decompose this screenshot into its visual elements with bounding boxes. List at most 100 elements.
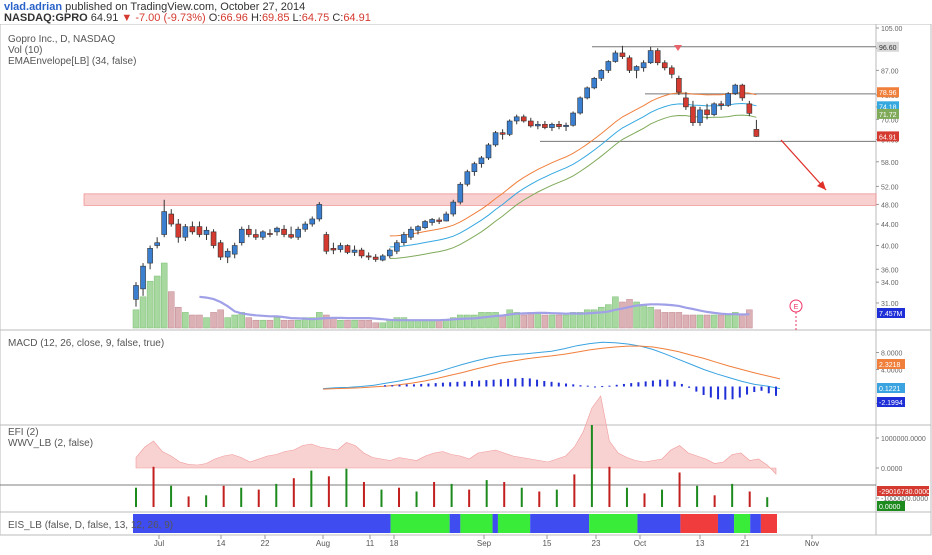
chart-frame[interactable]: Jul 14 22 Aug 11 18 Sep 15 23 Oct 13 21 Nov 31.00 34.0… xyxy=(0,23,932,550)
volume-bar xyxy=(640,304,647,329)
candle-body xyxy=(182,226,189,238)
efi-volume-bar xyxy=(538,491,541,507)
volume-bar xyxy=(576,312,584,329)
volume-bar xyxy=(153,275,161,329)
candle-body xyxy=(231,245,238,255)
candle-body xyxy=(408,228,414,238)
macd-histogram-bar xyxy=(536,379,539,387)
efi-volume-bar xyxy=(678,472,681,507)
efi-volume-bar xyxy=(748,491,751,507)
volume-bar xyxy=(168,291,175,329)
candle-body xyxy=(323,234,330,252)
candle-body xyxy=(154,242,160,246)
candle-body xyxy=(697,109,703,123)
macd-histogram-bar xyxy=(688,386,691,388)
candle-body xyxy=(386,249,393,257)
macd-histogram-bar xyxy=(724,386,727,400)
x-tick-label: 13 xyxy=(696,539,705,548)
efi-volume-bar xyxy=(345,468,348,507)
price-badge-label: 64.91 xyxy=(879,134,897,141)
efi-volume-bar xyxy=(766,497,769,507)
price-badge xyxy=(877,101,899,112)
volume-bar xyxy=(626,299,633,329)
candle-body xyxy=(316,204,323,220)
efi-volume-bar xyxy=(661,489,664,507)
macd-histogram-bar xyxy=(528,378,531,387)
volume-bar xyxy=(203,317,210,329)
macd-histogram-bar xyxy=(391,385,394,387)
volume-bar xyxy=(337,319,344,329)
volume-bar xyxy=(407,319,415,329)
candle-body xyxy=(633,66,640,71)
macd-histogram-bar xyxy=(651,380,654,387)
volume-badge-label: 7.457M xyxy=(879,311,903,318)
macd-histogram-bar xyxy=(478,380,481,387)
wwv-label: WWV_LB (2, false) xyxy=(8,438,94,449)
eis-segment xyxy=(750,514,761,533)
eis-segment xyxy=(760,514,777,533)
candle-body xyxy=(217,242,224,258)
macd-histogram-bar xyxy=(405,384,408,387)
x-tick-label: 23 xyxy=(592,539,601,548)
candle-body xyxy=(485,144,492,159)
x-tick-label: 21 xyxy=(741,539,750,548)
volume-bar xyxy=(146,280,154,329)
macd-y-tick-label: 4.0000 xyxy=(881,368,903,375)
macd-histogram-bar xyxy=(717,386,720,400)
efi-volume-bar xyxy=(608,466,611,507)
candle-body xyxy=(478,157,485,165)
volume-bar xyxy=(633,301,640,329)
efi-label: EFI (2) xyxy=(8,427,39,438)
volume-bar xyxy=(703,314,711,329)
macd-histogram-bar xyxy=(767,386,770,394)
candle-body xyxy=(295,228,301,238)
efi-volume-bar xyxy=(257,489,260,507)
x-tick-label: 15 xyxy=(543,539,552,548)
candle-body xyxy=(563,124,569,127)
volume-bar xyxy=(527,312,535,329)
macd-histogram-bar xyxy=(630,383,633,387)
macd-histogram-bar xyxy=(412,384,415,387)
volume-bar xyxy=(316,312,323,329)
efi-volume-bar xyxy=(625,487,628,507)
close-value: 64.91 xyxy=(343,12,371,24)
volume-bar xyxy=(541,314,549,329)
macd-line xyxy=(322,341,781,390)
efi-volume-bar xyxy=(520,487,523,507)
price-badge-label: 74.18 xyxy=(879,104,897,111)
volume-bar xyxy=(520,314,527,329)
symbol-quote: NASDAQ:GPRO 64.91 ▼ -7.00 (-9.73%) O:66.… xyxy=(4,12,371,24)
author-link[interactable]: vlad.adrian xyxy=(4,1,63,13)
macd-histogram-bar xyxy=(615,384,618,387)
x-tick-label: Sep xyxy=(477,539,492,548)
candle-body xyxy=(274,227,280,233)
volume-bar xyxy=(506,309,513,329)
candle-body xyxy=(203,229,210,235)
published-text: published on TradingView.com, October 27… xyxy=(65,1,306,13)
y-tick-label: 52.00 xyxy=(881,184,899,191)
volume-bar xyxy=(591,309,598,329)
x-tick-label: 14 xyxy=(217,539,226,548)
volume-bar xyxy=(280,319,288,329)
volume-bar xyxy=(746,309,753,329)
chart-canvas[interactable]: Jul 14 22 Aug 11 18 Sep 15 23 Oct 13 21 Nov 31.00 34.0… xyxy=(0,23,932,550)
efi-volume-bar xyxy=(415,491,418,507)
efi-volume-bar xyxy=(590,425,593,507)
volume-bar xyxy=(668,312,676,329)
volume-bar xyxy=(605,304,612,329)
y-tick-label: 58.00 xyxy=(881,160,899,167)
macd-label: MACD (12, 26, close, 9, false, true) xyxy=(8,338,165,349)
candle-body xyxy=(147,248,153,264)
efi-volume-bar xyxy=(240,487,243,507)
macd-histogram-bar xyxy=(514,378,517,387)
candle-body xyxy=(457,183,464,203)
candle-body xyxy=(210,231,217,246)
eis-segment xyxy=(492,514,498,533)
main-pane-title: Gopro Inc., D, NASDAQ xyxy=(8,34,116,45)
volume-bar xyxy=(379,322,386,329)
symbol: NASDAQ:GPRO xyxy=(4,12,88,24)
volume-bar xyxy=(661,312,668,329)
candle-body xyxy=(605,61,612,71)
candle-body xyxy=(626,57,633,71)
candle-body xyxy=(556,123,562,127)
